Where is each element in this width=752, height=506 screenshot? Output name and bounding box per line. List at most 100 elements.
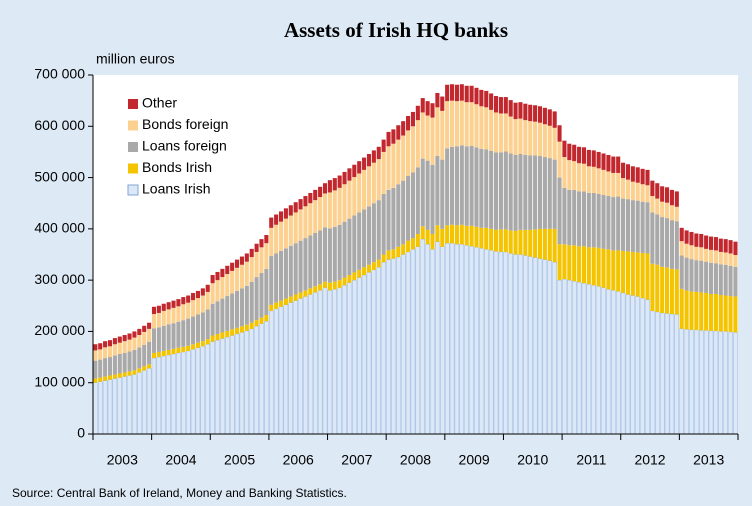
bar-segment [352, 177, 357, 216]
bar-segment [435, 92, 440, 108]
bar-segment [283, 304, 289, 435]
bar-segment [454, 244, 460, 435]
bar-segment [547, 125, 552, 159]
bar-segment [699, 292, 704, 331]
bar-segment [503, 251, 509, 435]
bar-segment [489, 93, 494, 110]
bar-segment [97, 381, 103, 435]
bar-segment [225, 296, 230, 331]
y-tick-label: 0 [77, 425, 85, 441]
bar-segment [728, 253, 733, 266]
bar-segment [322, 281, 328, 288]
bar-segment [591, 192, 596, 248]
bar-segment [122, 376, 127, 435]
bar-segment [464, 225, 469, 246]
bar-segment [142, 344, 147, 367]
bar-segment [137, 328, 142, 336]
bar-segment [171, 348, 176, 354]
bar-segment [508, 253, 513, 435]
bar-segment [132, 349, 137, 371]
x-tick-label: 2012 [634, 452, 665, 468]
plot-area [93, 75, 738, 434]
bar-segment [596, 168, 601, 194]
bar-segment [195, 347, 201, 435]
bar-segment [186, 318, 191, 346]
bar-segment [581, 147, 587, 164]
bar-segment [332, 178, 337, 191]
bar-segment [298, 240, 303, 293]
bar-segment [425, 115, 430, 161]
bar-segment [704, 261, 709, 293]
bar-segment [440, 246, 445, 435]
bar-segment [542, 259, 548, 435]
bar-segment [264, 235, 269, 244]
bar-segment [337, 287, 342, 435]
bar-segment [635, 182, 640, 201]
bar-segment [581, 283, 587, 435]
bar-segment [161, 310, 166, 326]
bar-segment [547, 228, 552, 261]
bar-segment [498, 113, 503, 153]
bar-segment [630, 200, 635, 252]
bar-segment [244, 253, 249, 262]
bar-segment [239, 256, 244, 265]
bar-segment [117, 336, 122, 343]
bar-segment [450, 100, 455, 147]
bar-segment [415, 233, 420, 247]
bar-segment [625, 251, 630, 295]
bar-segment [259, 323, 264, 435]
bar-segment [156, 351, 161, 358]
bar-segment [557, 125, 562, 142]
bar-segment [713, 263, 718, 294]
bar-segment [181, 346, 186, 352]
bar-segment [679, 227, 684, 242]
bar-segment [362, 169, 367, 210]
bar-segment [396, 139, 401, 185]
bar-segment [318, 186, 323, 198]
bar-segment [435, 156, 440, 226]
bar-segment [391, 143, 396, 188]
bar-segment [669, 189, 674, 206]
bar-segment [166, 349, 171, 356]
bar-segment [249, 328, 254, 435]
bar-segment [191, 300, 196, 317]
bar-segment [728, 265, 733, 297]
bar-segment [464, 85, 469, 103]
bar-segment [425, 244, 430, 435]
bar-segment [278, 300, 284, 307]
bar-segment [464, 245, 469, 435]
legend-label: Bonds Irish [142, 159, 212, 175]
bar-segment [235, 259, 240, 268]
bar-segment [376, 146, 381, 160]
bar-segment [151, 357, 157, 435]
bar-segment [733, 241, 738, 256]
bar-segment [366, 264, 372, 273]
bar-segment [679, 241, 684, 256]
bar-segment [200, 288, 205, 296]
bar-segment [107, 346, 113, 358]
bar-segment [347, 168, 352, 181]
bar-segment [616, 250, 621, 292]
bar-segment [528, 104, 533, 122]
bar-segment [151, 328, 157, 353]
bar-segment [694, 260, 699, 292]
bar-segment [508, 230, 513, 254]
bar-segment [518, 118, 523, 154]
bar-segment [508, 116, 513, 154]
bar-segment [352, 215, 357, 273]
bar-segment [117, 377, 123, 435]
bar-segment [298, 199, 303, 210]
bar-segment [386, 146, 391, 190]
bar-segment [171, 300, 176, 308]
bar-segment [269, 256, 274, 305]
bar-segment [137, 368, 142, 373]
bar-segment [596, 193, 601, 248]
bar-segment [318, 197, 323, 231]
bar-segment [171, 307, 176, 324]
bar-segment [293, 243, 298, 295]
bar-segment [264, 268, 269, 316]
bar-segment [616, 172, 621, 197]
bar-segment [430, 233, 435, 250]
bar-segment [498, 97, 503, 114]
bar-segment [498, 251, 504, 435]
